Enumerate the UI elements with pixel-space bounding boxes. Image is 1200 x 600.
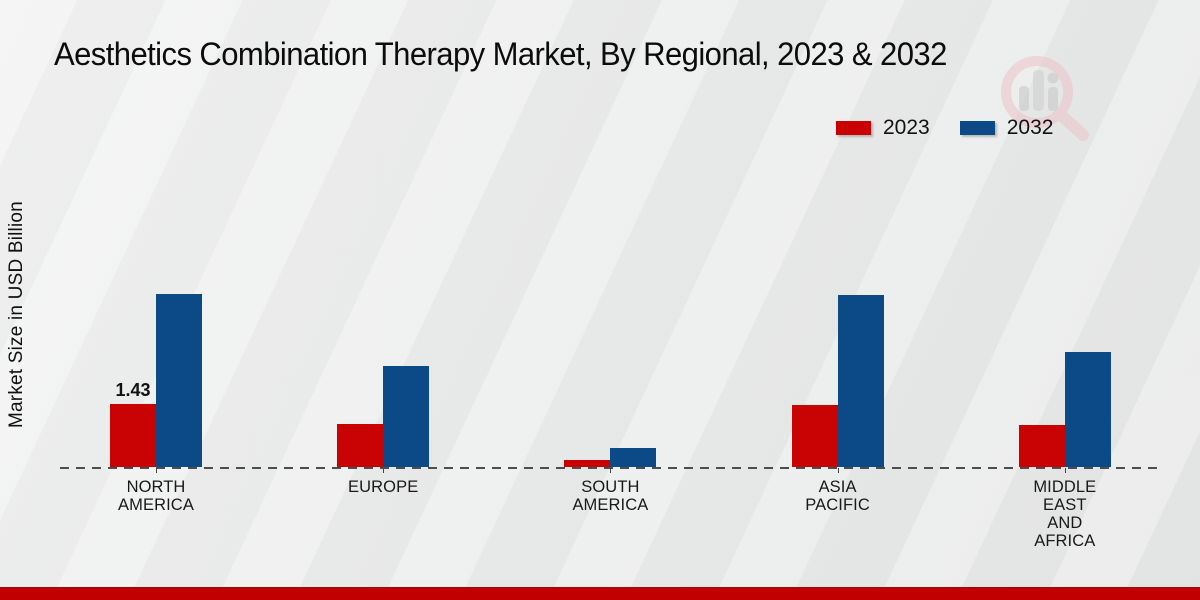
bar-2023-south-america <box>564 460 611 467</box>
bar-2023-north-america <box>110 404 156 467</box>
x-axis-label-europe: EUROPE <box>348 478 419 496</box>
chart-title: Aesthetics Combination Therapy Market, B… <box>54 36 947 72</box>
x-axis-tick <box>156 468 157 473</box>
bar-2032-europe <box>383 366 430 467</box>
bar-2032-north-america <box>156 294 202 467</box>
legend-item-2032: 2032 <box>959 116 1054 140</box>
x-axis-tick <box>837 468 839 473</box>
footer-accent-bar <box>0 587 1200 600</box>
bar-2023-asia-pacific <box>791 404 838 467</box>
legend-label-2032: 2032 <box>1006 116 1054 139</box>
bar-2023-europe <box>337 423 384 467</box>
y-axis-label: Market Size in USD Billion <box>6 201 27 429</box>
magnifier-bar-chart-logo <box>1001 56 1089 141</box>
bar-value-label: 1.43 <box>115 380 151 401</box>
x-axis-tick <box>610 468 612 473</box>
x-axis-label-asia-pacific: ASIA PACIFIC <box>805 478 870 514</box>
legend-swatch-2023 <box>836 121 871 135</box>
bar-2032-middle-east-and-africa <box>1064 352 1111 467</box>
bar-2032-asia-pacific <box>837 294 884 467</box>
bar-2023-middle-east-and-africa <box>1018 425 1065 467</box>
x-axis-label-north-america: NORTH AMERICA <box>118 478 194 514</box>
x-axis-label-middle-east-and-africa: MIDDLE EAST AND AFRICA <box>1033 478 1097 550</box>
legend: 2023 2032 <box>836 116 1053 140</box>
x-axis-label-south-america: SOUTH AMERICA <box>572 478 649 514</box>
x-axis-tick <box>383 468 385 473</box>
x-axis-baseline <box>60 467 1158 469</box>
bar-2032-south-america <box>610 448 657 467</box>
legend-label-2023: 2023 <box>883 116 930 139</box>
legend-item-2023: 2023 <box>836 116 930 140</box>
legend-swatch-2032 <box>959 121 995 135</box>
x-axis-tick <box>1064 468 1066 473</box>
